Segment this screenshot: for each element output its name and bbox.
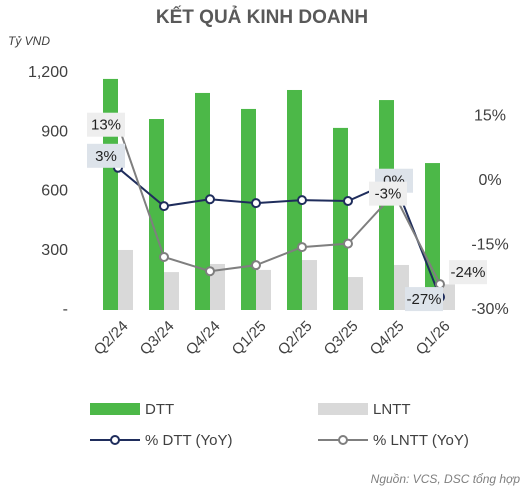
- label-box: [449, 260, 487, 285]
- bar: [164, 272, 179, 310]
- bar: [256, 269, 271, 310]
- y2-tick-label: -30%: [471, 301, 508, 318]
- legend-swatch: [90, 403, 140, 415]
- y-axis-label: Tỷ VND: [8, 34, 50, 48]
- source: Nguồn: VCS, DSC tổng hợp: [371, 472, 521, 486]
- marker: [297, 195, 307, 206]
- y-tick-label: 900: [41, 123, 68, 140]
- marker: [251, 260, 261, 271]
- legend-label: DTT: [145, 401, 174, 418]
- y2-tick-label: 15%: [474, 107, 506, 124]
- y-tick-label: 1,200: [28, 64, 68, 81]
- marker: [343, 195, 353, 206]
- legend-marker: [110, 435, 120, 445]
- bar: [118, 249, 133, 310]
- label-box: [405, 287, 443, 312]
- data-label: 13%: [91, 117, 121, 134]
- y-tick-label: -: [63, 301, 68, 318]
- marker: [159, 201, 169, 212]
- y2-tick-label: -15%: [471, 237, 508, 254]
- label-box: [87, 143, 125, 168]
- bar: [425, 163, 440, 310]
- x-tick-label: Q3/24: [137, 318, 178, 359]
- marker: [159, 251, 169, 262]
- data-label: -27%: [406, 291, 441, 308]
- data-label: 3%: [95, 148, 117, 165]
- x-tick-label: Q4/24: [183, 318, 224, 359]
- bar: [195, 92, 210, 310]
- legend-swatch: [318, 403, 368, 415]
- x-tick-label: Q1/25: [229, 318, 270, 359]
- y2-tick-label: 0%: [478, 172, 501, 189]
- data-label: -3%: [375, 186, 402, 203]
- bar: [333, 127, 348, 310]
- x-tick-label: Q2/24: [91, 318, 132, 359]
- y-tick-label: 300: [41, 242, 68, 259]
- bar: [348, 277, 363, 310]
- data-label: -24%: [450, 264, 485, 281]
- marker: [205, 194, 215, 205]
- marker: [205, 266, 215, 277]
- chart-title: KẾT QUẢ KINH DOANH: [156, 6, 368, 28]
- label-box: [369, 181, 407, 206]
- bar: [210, 263, 225, 310]
- marker: [435, 279, 445, 290]
- bar: [149, 119, 164, 310]
- bar: [302, 260, 317, 310]
- legend-label: % LNTT (YoY): [373, 432, 469, 449]
- bar: [241, 108, 256, 310]
- marker: [343, 238, 353, 249]
- y-tick-label: 600: [41, 183, 68, 200]
- bar: [440, 284, 455, 310]
- marker: [297, 242, 307, 253]
- marker: [251, 198, 261, 209]
- x-tick-label: Q3/25: [321, 318, 362, 359]
- legend-marker: [338, 435, 348, 445]
- legend-label: LNTT: [373, 401, 411, 418]
- x-tick-label: Q1/26: [413, 318, 454, 359]
- legend-label: % DTT (YoY): [145, 432, 233, 449]
- x-tick-label: Q2/25: [275, 318, 316, 359]
- label-box: [87, 112, 125, 137]
- x-tick-label: Q4/25: [367, 318, 408, 359]
